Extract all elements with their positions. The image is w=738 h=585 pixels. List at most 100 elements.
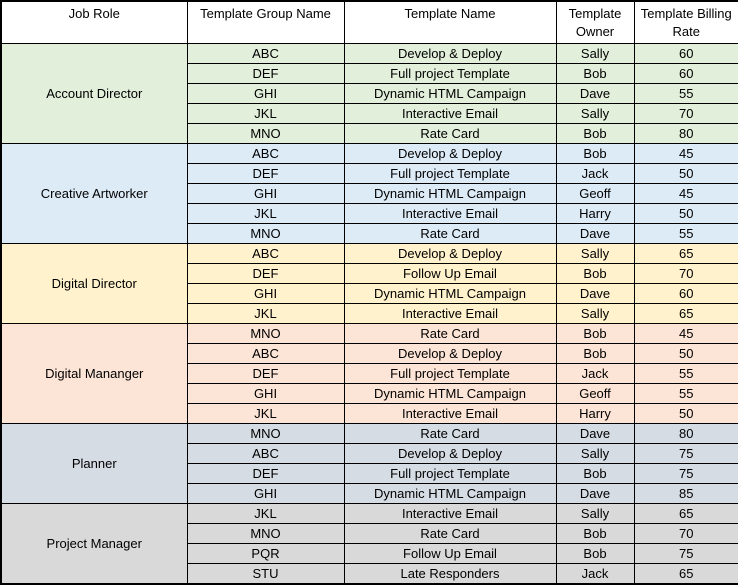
template-owner-cell[interactable]: Dave: [555, 483, 635, 504]
template-owner-cell[interactable]: Harry: [555, 403, 635, 424]
template-owner-cell[interactable]: Sally: [555, 503, 635, 524]
template-name-cell[interactable]: Rate Card: [343, 123, 557, 144]
template-owner-cell[interactable]: Bob: [555, 263, 635, 284]
job-role-cell[interactable]: Digital Mananger: [0, 323, 188, 424]
template-owner-cell[interactable]: Bob: [555, 323, 635, 344]
template-group-name-cell[interactable]: DEF: [186, 63, 345, 84]
template-owner-cell[interactable]: Sally: [555, 303, 635, 324]
template-billing-rate-cell[interactable]: 60: [633, 43, 738, 64]
template-owner-cell[interactable]: Harry: [555, 203, 635, 224]
template-group-name-cell[interactable]: GHI: [186, 183, 345, 204]
template-name-cell[interactable]: Develop & Deploy: [343, 143, 557, 164]
template-billing-rate-cell[interactable]: 50: [633, 403, 738, 424]
template-owner-cell[interactable]: Bob: [555, 523, 635, 544]
template-name-cell[interactable]: Interactive Email: [343, 403, 557, 424]
template-group-name-cell[interactable]: JKL: [186, 503, 345, 524]
template-group-name-cell[interactable]: DEF: [186, 163, 345, 184]
template-group-name-cell[interactable]: GHI: [186, 383, 345, 404]
template-owner-cell[interactable]: Geoff: [555, 183, 635, 204]
template-group-name-cell[interactable]: ABC: [186, 143, 345, 164]
template-owner-cell[interactable]: Dave: [555, 83, 635, 104]
template-name-cell[interactable]: Develop & Deploy: [343, 243, 557, 264]
column-header-job-role[interactable]: Job Role: [0, 0, 188, 44]
template-owner-cell[interactable]: Jack: [555, 363, 635, 384]
template-name-cell[interactable]: Late Responders: [343, 563, 557, 585]
template-group-name-cell[interactable]: ABC: [186, 43, 345, 64]
template-name-cell[interactable]: Full project Template: [343, 63, 557, 84]
template-group-name-cell[interactable]: DEF: [186, 463, 345, 484]
template-billing-rate-cell[interactable]: 80: [633, 423, 738, 444]
template-billing-rate-cell[interactable]: 75: [633, 463, 738, 484]
template-owner-cell[interactable]: Jack: [555, 163, 635, 184]
template-group-name-cell[interactable]: JKL: [186, 303, 345, 324]
template-group-name-cell[interactable]: MNO: [186, 123, 345, 144]
template-group-name-cell[interactable]: DEF: [186, 363, 345, 384]
job-role-cell[interactable]: Account Director: [0, 43, 188, 144]
template-billing-rate-cell[interactable]: 65: [633, 503, 738, 524]
template-owner-cell[interactable]: Sally: [555, 243, 635, 264]
template-billing-rate-cell[interactable]: 50: [633, 203, 738, 224]
template-name-cell[interactable]: Follow Up Email: [343, 263, 557, 284]
template-owner-cell[interactable]: Bob: [555, 123, 635, 144]
template-owner-cell[interactable]: Dave: [555, 223, 635, 244]
template-name-cell[interactable]: Dynamic HTML Campaign: [343, 383, 557, 404]
template-group-name-cell[interactable]: JKL: [186, 103, 345, 124]
template-name-cell[interactable]: Interactive Email: [343, 103, 557, 124]
template-group-name-cell[interactable]: PQR: [186, 543, 345, 564]
template-group-name-cell[interactable]: MNO: [186, 423, 345, 444]
template-owner-cell[interactable]: Bob: [555, 463, 635, 484]
template-name-cell[interactable]: Rate Card: [343, 223, 557, 244]
template-group-name-cell[interactable]: MNO: [186, 223, 345, 244]
template-billing-rate-cell[interactable]: 80: [633, 123, 738, 144]
template-billing-rate-cell[interactable]: 55: [633, 363, 738, 384]
template-name-cell[interactable]: Follow Up Email: [343, 543, 557, 564]
template-billing-rate-cell[interactable]: 55: [633, 83, 738, 104]
template-billing-rate-cell[interactable]: 55: [633, 223, 738, 244]
template-billing-rate-cell[interactable]: 45: [633, 183, 738, 204]
template-billing-rate-cell[interactable]: 60: [633, 63, 738, 84]
template-owner-cell[interactable]: Dave: [555, 423, 635, 444]
template-billing-rate-cell[interactable]: 85: [633, 483, 738, 504]
column-header-template-owner[interactable]: Template Owner: [555, 0, 635, 44]
job-role-cell[interactable]: Creative Artworker: [0, 143, 188, 244]
template-name-cell[interactable]: Dynamic HTML Campaign: [343, 483, 557, 504]
template-owner-cell[interactable]: Sally: [555, 103, 635, 124]
template-name-cell[interactable]: Develop & Deploy: [343, 443, 557, 464]
template-name-cell[interactable]: Develop & Deploy: [343, 43, 557, 64]
template-name-cell[interactable]: Interactive Email: [343, 203, 557, 224]
template-name-cell[interactable]: Dynamic HTML Campaign: [343, 283, 557, 304]
template-billing-rate-cell[interactable]: 65: [633, 563, 738, 585]
template-owner-cell[interactable]: Geoff: [555, 383, 635, 404]
template-group-name-cell[interactable]: STU: [186, 563, 345, 585]
template-billing-rate-cell[interactable]: 70: [633, 103, 738, 124]
template-name-cell[interactable]: Dynamic HTML Campaign: [343, 183, 557, 204]
template-name-cell[interactable]: Rate Card: [343, 423, 557, 444]
template-name-cell[interactable]: Interactive Email: [343, 503, 557, 524]
template-billing-rate-cell[interactable]: 75: [633, 543, 738, 564]
template-group-name-cell[interactable]: MNO: [186, 523, 345, 544]
template-owner-cell[interactable]: Dave: [555, 283, 635, 304]
template-owner-cell[interactable]: Sally: [555, 43, 635, 64]
job-role-cell[interactable]: Project Manager: [0, 503, 188, 585]
template-group-name-cell[interactable]: ABC: [186, 243, 345, 264]
template-billing-rate-cell[interactable]: 45: [633, 143, 738, 164]
template-billing-rate-cell[interactable]: 70: [633, 263, 738, 284]
column-header-template-billing-rate[interactable]: Template Billing Rate: [633, 0, 738, 44]
template-owner-cell[interactable]: Bob: [555, 143, 635, 164]
job-role-cell[interactable]: Digital Director: [0, 243, 188, 324]
template-name-cell[interactable]: Develop & Deploy: [343, 343, 557, 364]
template-group-name-cell[interactable]: GHI: [186, 83, 345, 104]
template-owner-cell[interactable]: Jack: [555, 563, 635, 585]
template-name-cell[interactable]: Full project Template: [343, 363, 557, 384]
template-billing-rate-cell[interactable]: 65: [633, 243, 738, 264]
template-owner-cell[interactable]: Bob: [555, 543, 635, 564]
template-group-name-cell[interactable]: ABC: [186, 343, 345, 364]
template-billing-rate-cell[interactable]: 50: [633, 163, 738, 184]
template-name-cell[interactable]: Full project Template: [343, 163, 557, 184]
template-billing-rate-cell[interactable]: 45: [633, 323, 738, 344]
template-name-cell[interactable]: Full project Template: [343, 463, 557, 484]
column-header-template-group-name[interactable]: Template Group Name: [186, 0, 345, 44]
template-group-name-cell[interactable]: GHI: [186, 483, 345, 504]
template-group-name-cell[interactable]: JKL: [186, 403, 345, 424]
template-billing-rate-cell[interactable]: 60: [633, 283, 738, 304]
